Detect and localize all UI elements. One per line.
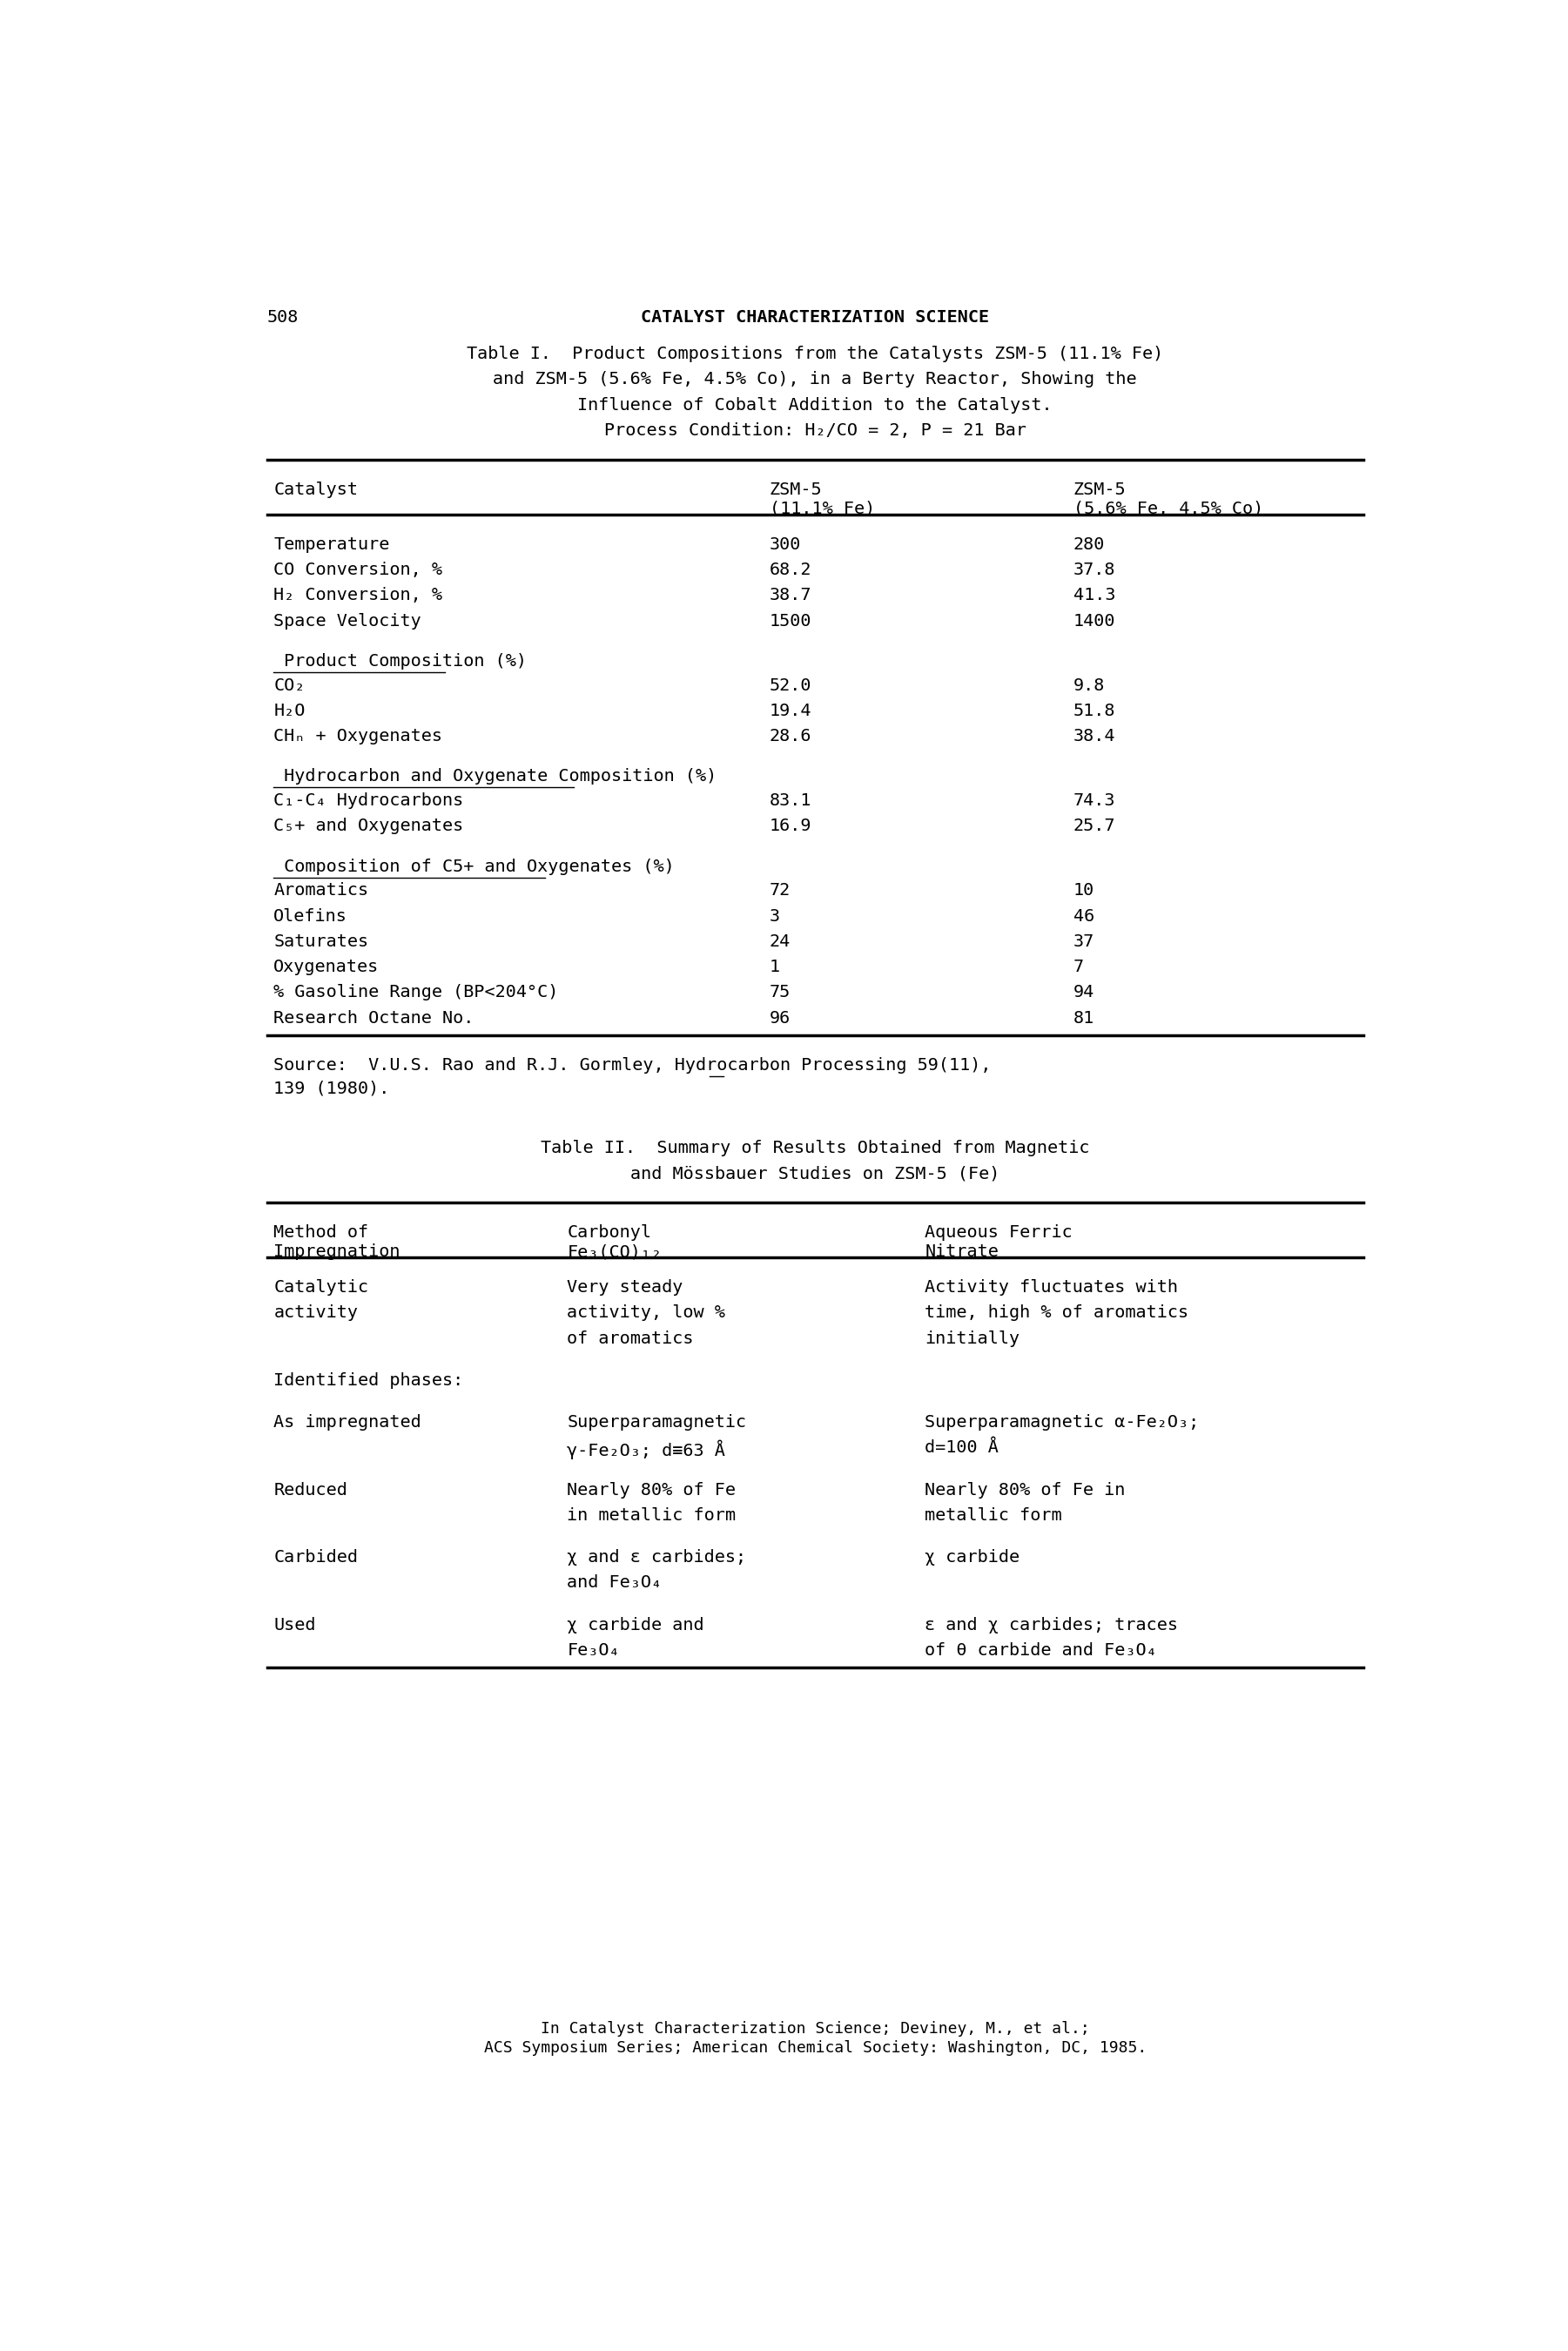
Text: 37.8: 37.8 bbox=[1073, 562, 1115, 578]
Text: Influence of Cobalt Addition to the Catalyst.: Influence of Cobalt Addition to the Cata… bbox=[577, 397, 1052, 414]
Text: 75: 75 bbox=[770, 985, 790, 1002]
Text: time, high % of aromatics: time, high % of aromatics bbox=[925, 1305, 1189, 1321]
Text: 46: 46 bbox=[1073, 907, 1094, 924]
Text: Carbided: Carbided bbox=[273, 1549, 358, 1566]
Text: 1: 1 bbox=[770, 959, 781, 976]
Text: 37: 37 bbox=[1073, 933, 1094, 950]
Text: of aromatics: of aromatics bbox=[568, 1331, 693, 1347]
Text: 139 (1980).: 139 (1980). bbox=[273, 1079, 390, 1096]
Text: 19.4: 19.4 bbox=[770, 703, 812, 719]
Text: and ZSM-5 (5.6% Fe, 4.5% Co), in a Berty Reactor, Showing the: and ZSM-5 (5.6% Fe, 4.5% Co), in a Berty… bbox=[492, 371, 1137, 388]
Text: Activity fluctuates with: Activity fluctuates with bbox=[925, 1279, 1178, 1295]
Text: 1500: 1500 bbox=[770, 614, 812, 630]
Text: 1400: 1400 bbox=[1073, 614, 1115, 630]
Text: 68.2: 68.2 bbox=[770, 562, 812, 578]
Text: Table I.  Product Compositions from the Catalysts ZSM-5 (11.1% Fe): Table I. Product Compositions from the C… bbox=[467, 346, 1163, 362]
Text: CHₙ + Oxygenates: CHₙ + Oxygenates bbox=[273, 729, 442, 745]
Text: Oxygenates: Oxygenates bbox=[273, 959, 379, 976]
Text: Used: Used bbox=[273, 1617, 315, 1634]
Text: 41.3: 41.3 bbox=[1073, 588, 1115, 604]
Text: 52.0: 52.0 bbox=[770, 677, 812, 694]
Text: CO Conversion, %: CO Conversion, % bbox=[273, 562, 442, 578]
Text: ε and χ carbides; traces: ε and χ carbides; traces bbox=[925, 1617, 1178, 1634]
Text: As impregnated: As impregnated bbox=[273, 1415, 422, 1432]
Text: d=100 Å: d=100 Å bbox=[925, 1439, 999, 1455]
Text: and Mössbauer Studies on ZSM-5 (Fe): and Mössbauer Studies on ZSM-5 (Fe) bbox=[630, 1166, 1000, 1183]
Text: 10: 10 bbox=[1073, 882, 1094, 898]
Text: Method of: Method of bbox=[273, 1225, 368, 1241]
Text: Source:  V.U.S. Rao and R.J. Gormley, Hydrocarbon Processing 59(11),: Source: V.U.S. Rao and R.J. Gormley, Hyd… bbox=[273, 1058, 991, 1074]
Text: Nearly 80% of Fe in: Nearly 80% of Fe in bbox=[925, 1481, 1126, 1498]
Text: (11.1% Fe): (11.1% Fe) bbox=[770, 501, 875, 517]
Text: Hydrocarbon and Oxygenate Composition (%): Hydrocarbon and Oxygenate Composition (%… bbox=[273, 769, 717, 785]
Text: 38.4: 38.4 bbox=[1073, 729, 1115, 745]
Text: Olefins: Olefins bbox=[273, 907, 348, 924]
Text: 96: 96 bbox=[770, 1011, 790, 1027]
Text: 51.8: 51.8 bbox=[1073, 703, 1115, 719]
Text: (5.6% Fe, 4.5% Co): (5.6% Fe, 4.5% Co) bbox=[1073, 501, 1264, 517]
Text: of θ carbide and Fe₃O₄: of θ carbide and Fe₃O₄ bbox=[925, 1641, 1157, 1660]
Text: H₂ Conversion, %: H₂ Conversion, % bbox=[273, 588, 442, 604]
Text: 300: 300 bbox=[770, 536, 801, 552]
Text: Reduced: Reduced bbox=[273, 1481, 348, 1498]
Text: Temperature: Temperature bbox=[273, 536, 390, 552]
Text: 25.7: 25.7 bbox=[1073, 818, 1115, 835]
Text: 94: 94 bbox=[1073, 985, 1094, 1002]
Text: metallic form: metallic form bbox=[925, 1507, 1062, 1523]
Text: 7: 7 bbox=[1073, 959, 1083, 976]
Text: Space Velocity: Space Velocity bbox=[273, 614, 422, 630]
Text: χ carbide: χ carbide bbox=[925, 1549, 1019, 1566]
Text: γ-Fe₂O₃; d≡63 Å: γ-Fe₂O₃; d≡63 Å bbox=[568, 1439, 726, 1460]
Text: in metallic form: in metallic form bbox=[568, 1507, 735, 1523]
Text: Product Composition (%): Product Composition (%) bbox=[273, 654, 527, 670]
Text: CATALYST CHARACTERIZATION SCIENCE: CATALYST CHARACTERIZATION SCIENCE bbox=[641, 308, 989, 324]
Text: CO₂: CO₂ bbox=[273, 677, 306, 694]
Text: Catalyst: Catalyst bbox=[273, 482, 358, 498]
Text: Catalytic: Catalytic bbox=[273, 1279, 368, 1295]
Text: Carbonyl: Carbonyl bbox=[568, 1225, 652, 1241]
Text: Process Condition: H₂/CO = 2, P = 21 Bar: Process Condition: H₂/CO = 2, P = 21 Bar bbox=[604, 423, 1025, 440]
Text: ACS Symposium Series; American Chemical Society: Washington, DC, 1985.: ACS Symposium Series; American Chemical … bbox=[483, 2041, 1146, 2055]
Text: Superparamagnetic: Superparamagnetic bbox=[568, 1415, 746, 1432]
Text: Nearly 80% of Fe: Nearly 80% of Fe bbox=[568, 1481, 735, 1498]
Text: 38.7: 38.7 bbox=[770, 588, 812, 604]
Text: activity: activity bbox=[273, 1305, 358, 1321]
Text: 83.1: 83.1 bbox=[770, 792, 812, 809]
Text: Nitrate: Nitrate bbox=[925, 1244, 999, 1260]
Text: Fe₃O₄: Fe₃O₄ bbox=[568, 1641, 619, 1660]
Text: χ carbide and: χ carbide and bbox=[568, 1617, 704, 1634]
Text: 72: 72 bbox=[770, 882, 790, 898]
Text: H₂O: H₂O bbox=[273, 703, 306, 719]
Text: Fe₃(CO)₁₂: Fe₃(CO)₁₂ bbox=[568, 1244, 662, 1260]
Text: Very steady: Very steady bbox=[568, 1279, 684, 1295]
Text: C₅+ and Oxygenates: C₅+ and Oxygenates bbox=[273, 818, 464, 835]
Text: 9.8: 9.8 bbox=[1073, 677, 1105, 694]
Text: activity, low %: activity, low % bbox=[568, 1305, 726, 1321]
Text: ZSM-5: ZSM-5 bbox=[1073, 482, 1126, 498]
Text: 508: 508 bbox=[267, 308, 298, 324]
Text: 16.9: 16.9 bbox=[770, 818, 812, 835]
Text: initially: initially bbox=[925, 1331, 1019, 1347]
Text: 3: 3 bbox=[770, 907, 781, 924]
Text: % Gasoline Range (BP<204°C): % Gasoline Range (BP<204°C) bbox=[273, 985, 558, 1002]
Text: Aromatics: Aromatics bbox=[273, 882, 368, 898]
Text: Table II.  Summary of Results Obtained from Magnetic: Table II. Summary of Results Obtained fr… bbox=[541, 1140, 1090, 1157]
Text: Composition of C5+ and Oxygenates (%): Composition of C5+ and Oxygenates (%) bbox=[273, 858, 674, 875]
Text: 280: 280 bbox=[1073, 536, 1105, 552]
Text: 81: 81 bbox=[1073, 1011, 1094, 1027]
Text: Impregnation: Impregnation bbox=[273, 1244, 400, 1260]
Text: C₁-C₄ Hydrocarbons: C₁-C₄ Hydrocarbons bbox=[273, 792, 464, 809]
Text: Identified phases:: Identified phases: bbox=[273, 1373, 464, 1389]
Text: Superparamagnetic α-Fe₂O₃;: Superparamagnetic α-Fe₂O₃; bbox=[925, 1415, 1200, 1432]
Text: ZSM-5: ZSM-5 bbox=[770, 482, 822, 498]
Text: Aqueous Ferric: Aqueous Ferric bbox=[925, 1225, 1073, 1241]
Text: Saturates: Saturates bbox=[273, 933, 368, 950]
Text: 24: 24 bbox=[770, 933, 790, 950]
Text: 28.6: 28.6 bbox=[770, 729, 812, 745]
Text: Research Octane No.: Research Octane No. bbox=[273, 1011, 474, 1027]
Text: and Fe₃O₄: and Fe₃O₄ bbox=[568, 1575, 662, 1592]
Text: 74.3: 74.3 bbox=[1073, 792, 1115, 809]
Text: In Catalyst Characterization Science; Deviney, M., et al.;: In Catalyst Characterization Science; De… bbox=[541, 2022, 1090, 2036]
Text: χ and ε carbides;: χ and ε carbides; bbox=[568, 1549, 746, 1566]
